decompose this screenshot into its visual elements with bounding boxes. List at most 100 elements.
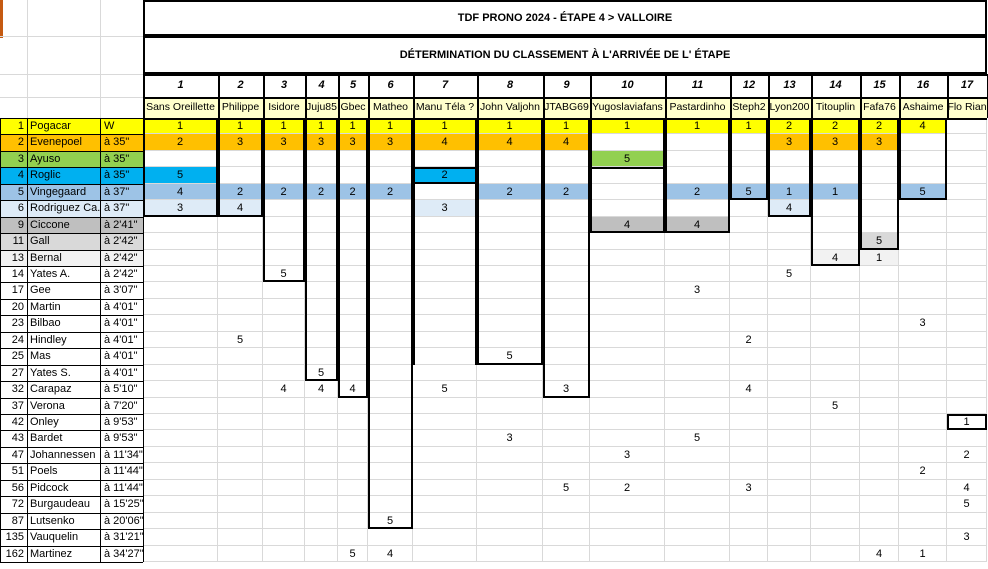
grid-cell[interactable] xyxy=(263,249,305,266)
grid-cell[interactable] xyxy=(899,496,947,513)
player-name-cell[interactable]: Philippe xyxy=(218,97,263,118)
grid-cell[interactable] xyxy=(947,397,987,414)
grid-cell[interactable]: 3 xyxy=(477,430,543,447)
player-name-cell[interactable]: Flo Rian xyxy=(947,97,987,118)
grid-cell[interactable] xyxy=(338,200,368,217)
grid-cell[interactable]: 4 xyxy=(413,134,477,151)
rider-rank[interactable]: 51 xyxy=(0,463,27,480)
grid-cell[interactable]: 5 xyxy=(263,266,305,283)
grid-cell[interactable] xyxy=(811,216,860,234)
grid-cell[interactable]: 3 xyxy=(413,200,477,217)
grid-cell[interactable]: 1 xyxy=(665,118,730,135)
grid-cell[interactable] xyxy=(477,529,543,546)
grid-cell[interactable] xyxy=(860,183,899,201)
grid-cell[interactable] xyxy=(263,331,305,349)
rider-name[interactable]: Martinez xyxy=(27,545,100,562)
grid-cell[interactable] xyxy=(543,512,590,530)
grid-cell[interactable] xyxy=(543,496,590,513)
grid-cell[interactable] xyxy=(730,496,768,513)
grid-cell[interactable]: 1 xyxy=(143,118,218,135)
grid-cell[interactable] xyxy=(665,200,730,217)
grid-cell[interactable] xyxy=(543,233,590,250)
grid-cell[interactable]: 2 xyxy=(143,134,218,151)
grid-cell[interactable] xyxy=(768,233,811,250)
grid-cell[interactable] xyxy=(665,381,730,398)
grid-cell[interactable] xyxy=(665,315,730,332)
grid-cell[interactable] xyxy=(413,216,477,234)
grid-cell[interactable] xyxy=(543,545,590,562)
grid-cell[interactable] xyxy=(143,512,218,530)
player-number-cell[interactable]: 4 xyxy=(318,79,325,91)
grid-cell[interactable] xyxy=(860,381,899,398)
grid-cell[interactable] xyxy=(811,512,860,530)
grid-cell[interactable] xyxy=(730,150,768,168)
grid-cell[interactable] xyxy=(860,298,899,316)
grid-cell[interactable] xyxy=(730,414,768,431)
grid-cell[interactable]: 3 xyxy=(811,134,860,151)
grid-cell[interactable] xyxy=(811,381,860,398)
player-name-cell[interactable]: John Valjohn xyxy=(477,97,543,118)
grid-cell[interactable]: 1 xyxy=(811,183,860,201)
grid-cell[interactable] xyxy=(730,529,768,546)
grid-cell[interactable] xyxy=(899,266,947,283)
grid-cell[interactable] xyxy=(811,430,860,447)
player-number-cell[interactable]: 8 xyxy=(506,79,514,91)
grid-cell[interactable] xyxy=(263,446,305,464)
grid-cell[interactable]: 3 xyxy=(543,381,590,398)
grid-cell[interactable] xyxy=(860,463,899,480)
grid-cell[interactable] xyxy=(413,150,477,168)
grid-cell[interactable] xyxy=(543,200,590,217)
grid-cell[interactable] xyxy=(305,200,338,217)
rider-rank[interactable]: 13 xyxy=(0,249,27,266)
grid-cell[interactable] xyxy=(477,331,543,349)
grid-cell[interactable]: 2 xyxy=(413,167,477,184)
grid-cell[interactable] xyxy=(413,479,477,497)
player-name-cell[interactable]: Lyon200 xyxy=(768,97,811,118)
grid-cell[interactable] xyxy=(143,381,218,398)
grid-cell[interactable] xyxy=(368,348,413,365)
grid-cell[interactable] xyxy=(305,249,338,266)
grid-cell[interactable] xyxy=(899,381,947,398)
grid-cell[interactable] xyxy=(477,479,543,497)
grid-cell[interactable] xyxy=(368,315,413,332)
grid-cell[interactable]: 4 xyxy=(947,479,987,497)
grid-cell[interactable]: 4 xyxy=(860,545,899,562)
player-name-cell[interactable]: Sans Oreillette xyxy=(143,97,218,118)
rider-gap[interactable]: à 4'01" xyxy=(100,315,143,332)
grid-cell[interactable]: 3 xyxy=(305,134,338,151)
grid-cell[interactable] xyxy=(730,200,768,217)
grid-cell[interactable] xyxy=(143,496,218,513)
grid-cell[interactable] xyxy=(947,150,987,168)
grid-cell[interactable] xyxy=(768,397,811,414)
grid-cell[interactable] xyxy=(590,512,665,530)
grid-cell[interactable] xyxy=(477,364,543,382)
grid-cell[interactable] xyxy=(665,364,730,382)
grid-cell[interactable] xyxy=(143,364,218,382)
grid-cell[interactable] xyxy=(413,446,477,464)
player-number-cell[interactable]: 2 xyxy=(237,79,244,91)
grid-cell[interactable] xyxy=(368,397,413,414)
grid-cell[interactable] xyxy=(947,331,987,349)
grid-cell[interactable] xyxy=(730,364,768,382)
grid-cell[interactable] xyxy=(543,364,590,382)
grid-cell[interactable] xyxy=(305,479,338,497)
rider-gap[interactable]: à 9'53" xyxy=(100,430,143,447)
grid-cell[interactable] xyxy=(768,545,811,562)
grid-cell[interactable]: 1 xyxy=(768,183,811,201)
grid-cell[interactable] xyxy=(338,167,368,184)
grid-cell[interactable] xyxy=(730,512,768,530)
grid-cell[interactable] xyxy=(305,348,338,365)
grid-cell[interactable] xyxy=(899,414,947,431)
grid-cell[interactable] xyxy=(543,167,590,184)
grid-cell[interactable]: 3 xyxy=(860,134,899,151)
grid-cell[interactable] xyxy=(899,200,947,217)
player-number-cell[interactable]: 5 xyxy=(349,79,357,91)
grid-cell[interactable] xyxy=(860,512,899,530)
grid-cell[interactable] xyxy=(477,249,543,266)
grid-cell[interactable] xyxy=(811,266,860,283)
grid-cell[interactable] xyxy=(590,200,665,217)
grid-cell[interactable] xyxy=(305,446,338,464)
grid-cell[interactable] xyxy=(811,282,860,299)
grid-cell[interactable] xyxy=(305,331,338,349)
grid-cell[interactable]: 4 xyxy=(768,200,811,217)
